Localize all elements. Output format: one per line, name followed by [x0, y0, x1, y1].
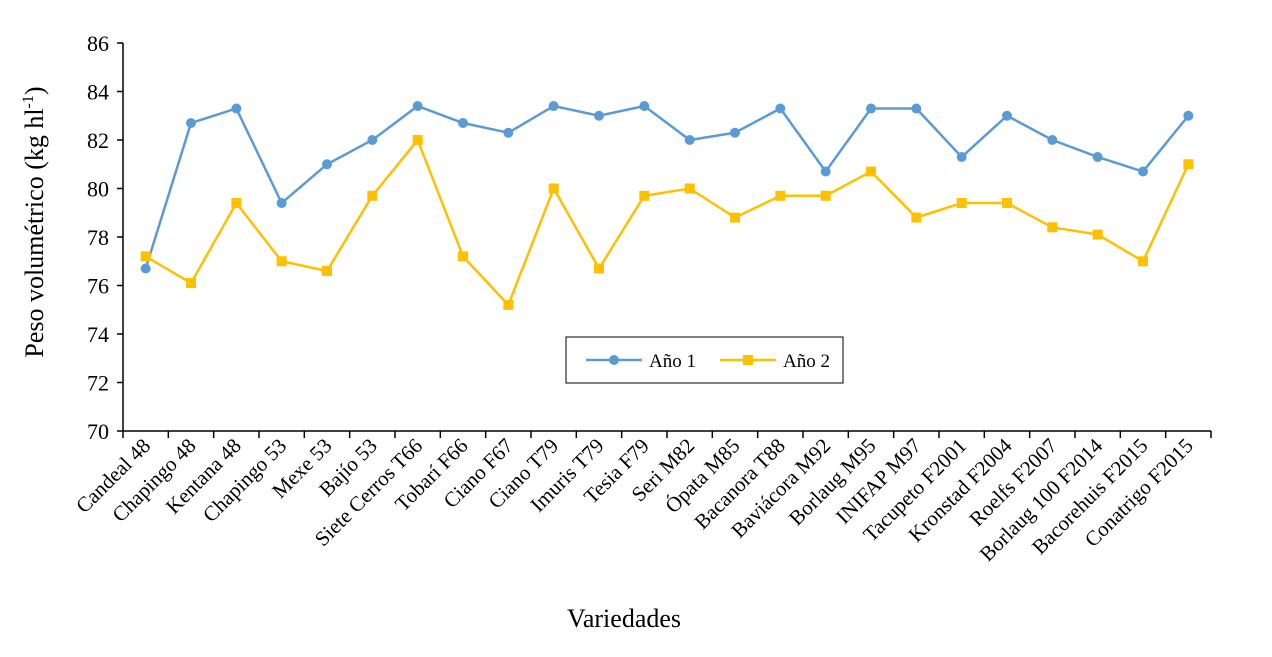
- data-point: [458, 118, 468, 129]
- data-point: [1002, 110, 1012, 121]
- data-point: [367, 190, 378, 201]
- data-point: [1092, 151, 1103, 162]
- data-point: [1183, 110, 1194, 121]
- legend: Año 1 Año 2: [565, 336, 844, 384]
- y-tick-label: 86: [87, 31, 109, 56]
- y-tick-label: 72: [87, 371, 109, 396]
- data-point: [186, 118, 196, 129]
- legend-marker: [743, 355, 753, 365]
- data-point: [730, 212, 740, 223]
- y-tick-label: 76: [87, 274, 109, 299]
- y-tick-label: 78: [87, 225, 109, 250]
- data-point: [1138, 166, 1148, 177]
- data-point: [775, 190, 786, 201]
- data-point: [730, 127, 740, 138]
- data-point: [140, 263, 151, 274]
- data-point: [548, 101, 559, 112]
- data-point: [140, 251, 151, 262]
- data-point: [276, 198, 287, 209]
- legend-label: Año 1: [649, 351, 696, 372]
- data-point: [1138, 256, 1148, 267]
- data-point: [231, 103, 242, 114]
- data-point: [866, 166, 876, 177]
- series-line: [145, 137, 1190, 308]
- data-point: [458, 251, 468, 262]
- data-point: [594, 263, 604, 274]
- x-axis-title: Variedades: [567, 604, 681, 633]
- data-point: [322, 159, 332, 170]
- data-point: [956, 151, 967, 162]
- legend-entry: Año 2: [720, 351, 830, 372]
- data-point: [186, 278, 196, 289]
- series-2: [140, 135, 1194, 310]
- y-axis-title-superscript: -1: [20, 95, 37, 108]
- y-tick-label: 80: [87, 177, 109, 202]
- series-1: [140, 101, 1194, 274]
- legend-marker: [609, 355, 619, 365]
- legend-label: Año 2: [783, 351, 830, 372]
- data-point: [1047, 135, 1058, 145]
- data-point: [412, 101, 423, 112]
- y-axis-title: Peso volumétrico (kg hl-1): [20, 86, 49, 357]
- data-point: [1047, 222, 1058, 233]
- data-point: [866, 103, 876, 114]
- data-point: [639, 190, 650, 201]
- data-point: [684, 135, 695, 145]
- y-tick-label: 84: [87, 80, 109, 105]
- data-point: [639, 101, 650, 112]
- data-point: [820, 166, 831, 177]
- data-point: [1002, 198, 1012, 209]
- data-point: [1183, 159, 1194, 170]
- y-tick-label: 74: [87, 322, 109, 347]
- y-ticks: 70 72 74 76 78 80 82 84 86: [87, 31, 123, 444]
- data-point: [503, 127, 514, 138]
- y-axis-title-main: Peso volumétrico (kg hl: [20, 108, 49, 357]
- y-axis-title-close: ): [20, 86, 49, 95]
- data-point: [911, 212, 922, 223]
- data-point: [956, 198, 967, 209]
- data-point: [548, 183, 559, 194]
- y-tick-label: 70: [87, 419, 109, 444]
- series: [140, 101, 1194, 310]
- data-point: [412, 135, 423, 145]
- data-point: [820, 190, 831, 201]
- data-point: [594, 110, 604, 121]
- data-point: [503, 299, 514, 310]
- data-point: [322, 265, 332, 276]
- data-point: [231, 198, 242, 209]
- data-point: [911, 103, 922, 114]
- y-tick-label: 82: [87, 128, 109, 153]
- series-line: [144, 104, 1190, 269]
- data-point: [1092, 229, 1103, 240]
- data-point: [775, 103, 786, 114]
- data-point: [276, 256, 287, 267]
- legend-entry: Año 1: [586, 351, 696, 372]
- data-point: [684, 183, 695, 194]
- data-point: [367, 135, 378, 145]
